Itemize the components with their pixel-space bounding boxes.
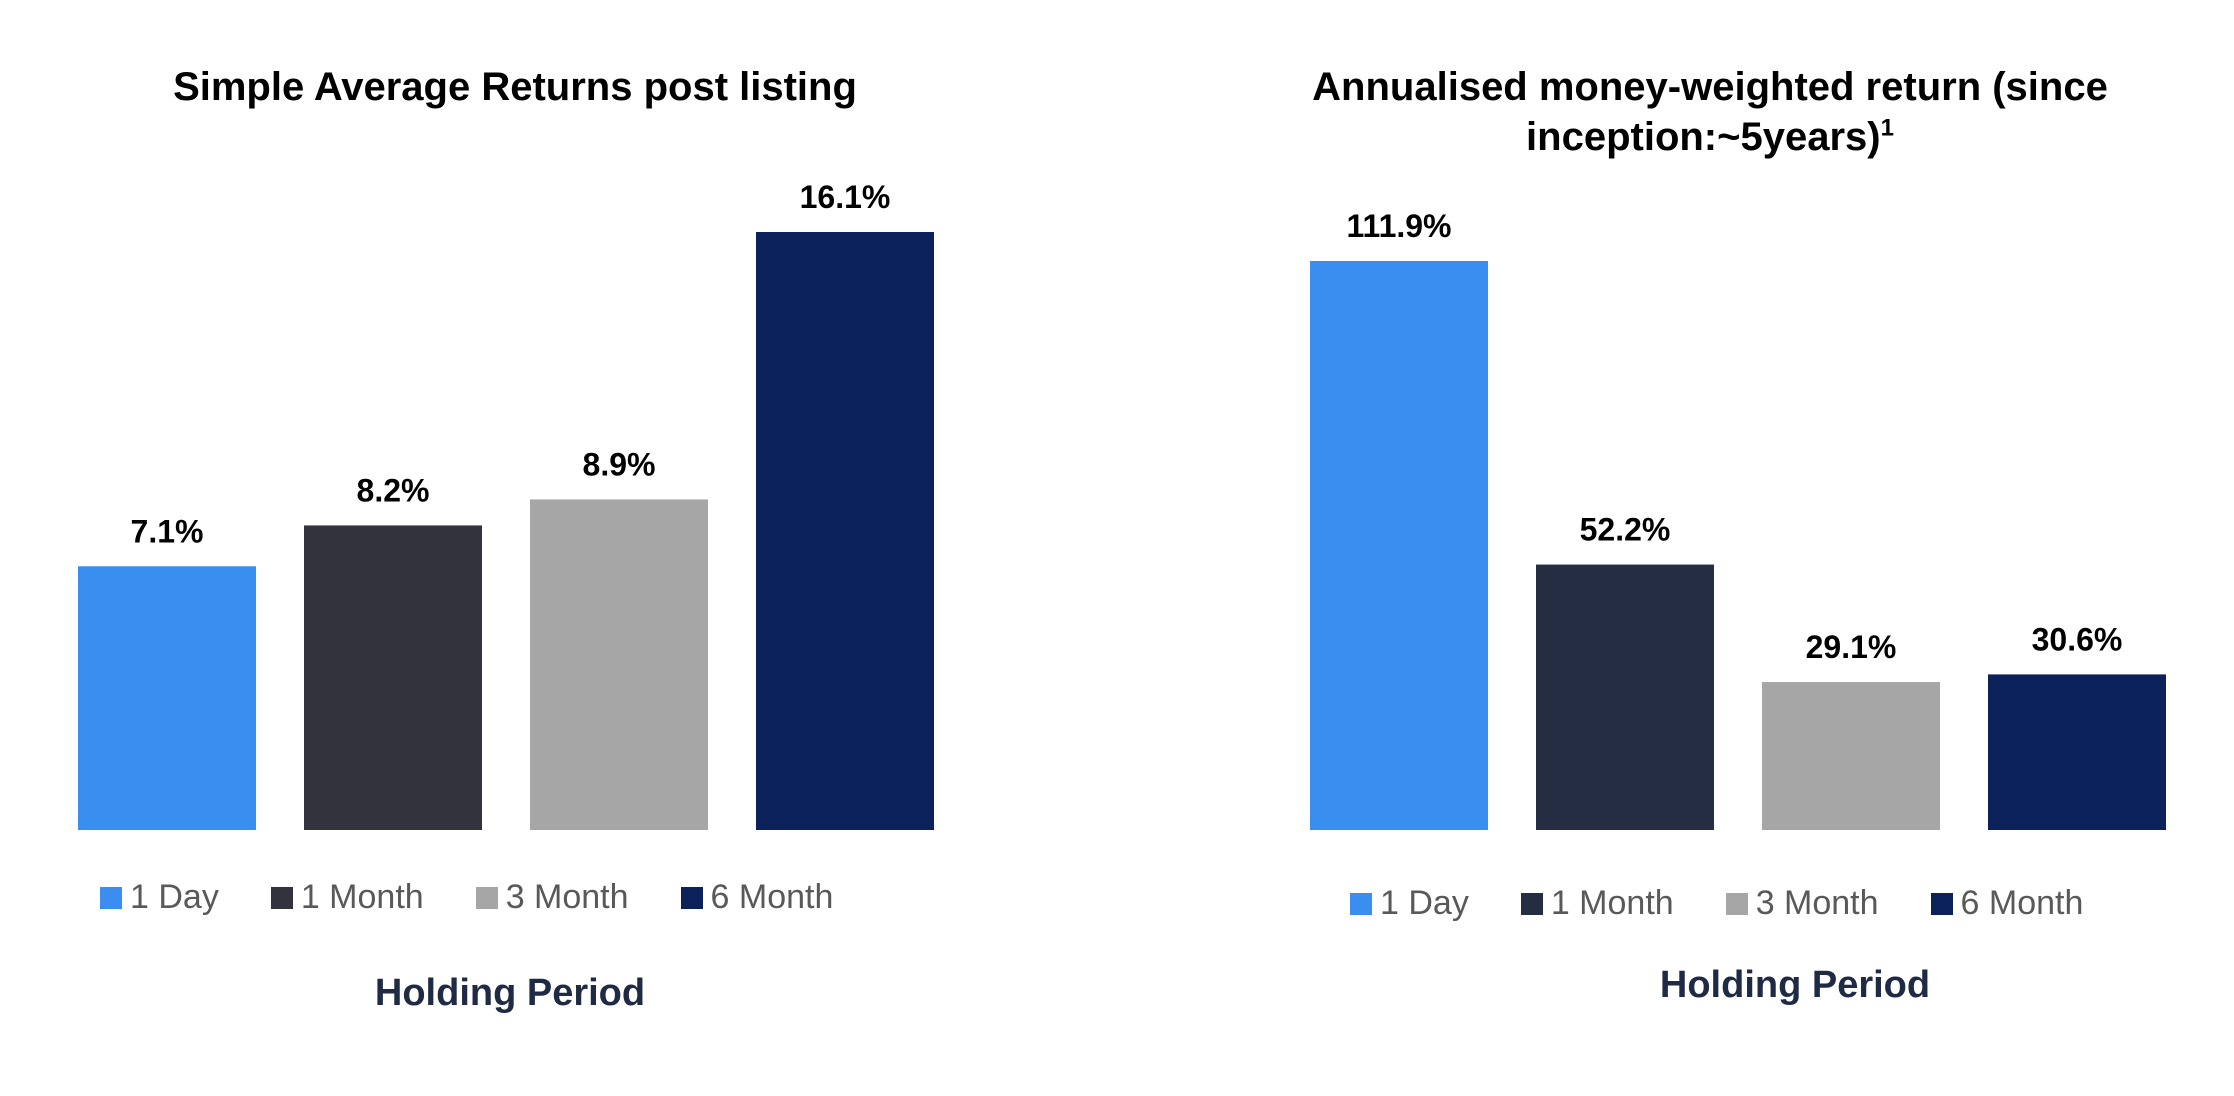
chart-right-title-text: Annualised money-weighted return (since …	[1312, 65, 2108, 159]
chart-left-legend-label-3: 3 Month	[505, 878, 629, 916]
chart-right-legend-item-4: 6 Month	[1930, 884, 2084, 923]
chart-left-title: Simple Average Returns post listing	[20, 62, 1010, 112]
chart-left-legend-item-1: 1 Day	[100, 878, 219, 917]
chart-left-legend-swatch-3	[475, 886, 498, 909]
chart-right-bar-label-4: 30.6%	[2032, 621, 2123, 657]
chart-left-legend: 1 Day 1 Month 3 Month 6 Month	[100, 878, 833, 917]
chart-left-x-axis-title: Holding Period	[374, 972, 646, 1014]
chart-right-legend-swatch-2	[1520, 892, 1543, 915]
chart-right-plot: 111.9% 52.2% 29.1% 30.6%	[1310, 208, 2166, 830]
chart-right-legend-label-4: 6 Month	[1960, 884, 2084, 922]
chart-right-panel: Annualised money-weighted return (since …	[1200, 0, 2234, 1096]
chart-right-legend-item-2: 1 Month	[1520, 884, 1674, 923]
chart-left-legend-swatch-2	[270, 886, 293, 909]
chart-left-legend-item-2: 1 Month	[270, 878, 424, 917]
chart-right-x-axis-title: Holding Period	[1659, 964, 1931, 1006]
chart-right-legend-swatch-4	[1930, 892, 1953, 915]
chart-right-legend: 1 Day 1 Month 3 Month 6 Month	[1350, 884, 2083, 923]
chart-right-legend-label-1: 1 Day	[1380, 884, 1469, 922]
chart-right-bar-2	[1536, 564, 1714, 830]
chart-left-legend-label-4: 6 Month	[710, 878, 834, 916]
chart-right-bar-label-1: 111.9%	[1347, 208, 1452, 244]
chart-left-legend-label-2: 1 Month	[300, 878, 424, 916]
chart-right-title: Annualised money-weighted return (since …	[1210, 62, 2210, 162]
chart-right-bar-label-2: 52.2%	[1580, 512, 1671, 548]
chart-left-legend-item-3: 3 Month	[475, 878, 629, 917]
chart-right-legend-label-3: 3 Month	[1755, 884, 1879, 922]
chart-left-bar-2	[304, 525, 482, 830]
chart-left-bar-1	[78, 566, 256, 830]
chart-left-title-text: Simple Average Returns post listing	[173, 65, 857, 109]
chart-left-panel: Simple Average Returns post listing 7.1%…	[0, 0, 1100, 1096]
chart-left-plot: 7.1% 8.2% 8.9% 16.1%	[78, 179, 934, 830]
chart-right-legend-item-3: 3 Month	[1725, 884, 1879, 923]
chart-left-bar-label-4: 16.1%	[800, 179, 891, 215]
chart-left-bar-label-1: 7.1%	[131, 513, 204, 549]
chart-left-bar-label-2: 8.2%	[357, 472, 430, 508]
chart-left-bar-4	[756, 232, 934, 830]
chart-right-bar-1	[1310, 261, 1488, 830]
chart-left-bar-label-3: 8.9%	[583, 446, 656, 482]
chart-right-bar-label-3: 29.1%	[1806, 629, 1897, 665]
chart-left-legend-swatch-4	[680, 886, 703, 909]
chart-right-legend-label-2: 1 Month	[1550, 884, 1674, 922]
chart-right-legend-swatch-3	[1725, 892, 1748, 915]
chart-left-bar-3	[530, 499, 708, 830]
chart-right-bar-3	[1762, 682, 1940, 830]
chart-left-legend-label-1: 1 Day	[130, 878, 219, 916]
chart-left-legend-swatch-1	[100, 886, 122, 909]
chart-right-title-footnote: 1	[1880, 114, 1894, 142]
chart-right-bar-4	[1988, 674, 2166, 830]
chart-right-legend-swatch-1	[1350, 892, 1372, 915]
chart-left-legend-item-4: 6 Month	[680, 878, 834, 917]
chart-right-legend-item-1: 1 Day	[1350, 884, 1469, 923]
